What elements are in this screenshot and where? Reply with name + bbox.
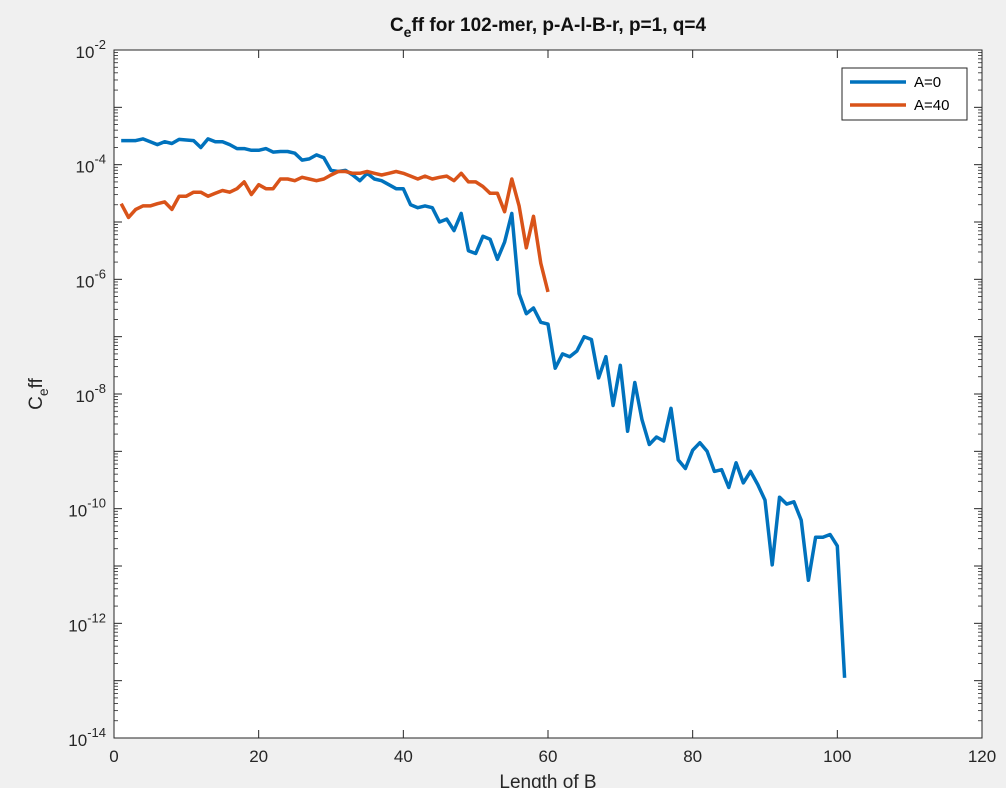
y-tick-label: 10-8 xyxy=(76,381,106,406)
y-tick-label: 10-12 xyxy=(68,610,106,635)
legend-label-a0: A=0 xyxy=(914,74,941,91)
chart-title: Ceff for 102-mer, p-A-l-B-r, p=1, q=4 xyxy=(390,15,707,40)
x-tick-label: 60 xyxy=(539,747,558,766)
x-tick-label: 20 xyxy=(249,747,268,766)
y-axis-label: Ceff xyxy=(26,377,51,409)
x-tick-label: 80 xyxy=(683,747,702,766)
series-layer xyxy=(119,137,847,678)
axis-ticks: 0 20 40 60 80 100 120 10-14 10-12 10-10 10-8 10-6 10… xyxy=(68,37,996,766)
legend-label-a40: A=40 xyxy=(914,97,949,114)
x-tick-label: 40 xyxy=(394,747,413,766)
x-tick-label: 100 xyxy=(823,747,851,766)
ylabel-main: C xyxy=(26,396,47,410)
x-tick-label: 0 xyxy=(109,747,118,766)
y-tick-label: 10-4 xyxy=(76,152,106,177)
legend: A=0 A=40 xyxy=(841,67,968,121)
y-tick-label: 10-2 xyxy=(76,37,106,62)
plot-area xyxy=(113,49,983,739)
ylabel-rest: ff xyxy=(26,377,47,388)
y-tick-label: 10-6 xyxy=(76,266,106,291)
legend-box xyxy=(841,67,968,121)
y-tick-label: 10-10 xyxy=(68,496,106,521)
ylabel-sub: e xyxy=(35,388,51,396)
title-sub: e xyxy=(404,24,412,40)
series-line-a40 xyxy=(119,169,550,293)
x-axis-label: Length of B xyxy=(499,772,596,788)
series-line-a0 xyxy=(121,137,847,678)
title-rest: ff for 102-mer, p-A-l-B-r, p=1, q=4 xyxy=(411,15,706,36)
title-main: C xyxy=(390,15,404,36)
y-tick-label: 10-14 xyxy=(68,725,106,750)
x-tick-label: 120 xyxy=(968,747,996,766)
